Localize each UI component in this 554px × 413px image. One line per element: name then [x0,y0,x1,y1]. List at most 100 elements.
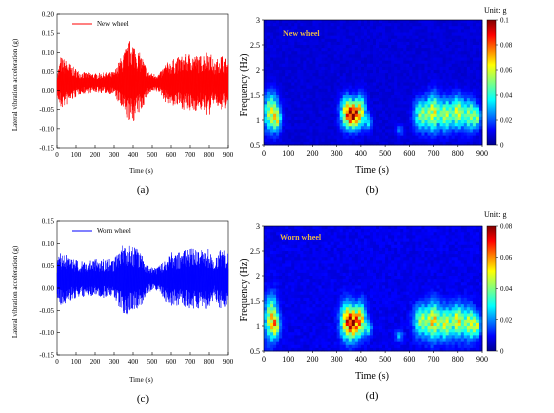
heatmap-cell [412,54,416,58]
heatmap-cell [354,232,359,236]
heatmap-cell [357,88,362,93]
heatmap-cell [366,57,371,62]
heatmap-cell [391,263,395,268]
heatmap-cell [400,135,404,140]
heatmap-cell [336,48,341,52]
heatmap-cell [327,32,332,37]
heatmap-cell [267,291,271,296]
heatmap-cell [412,107,416,112]
heatmap-cell [303,322,307,327]
heatmap-cell [288,329,292,333]
heatmap-cell [333,319,338,324]
heatmap-cell [403,344,407,349]
heatmap-cell [264,322,268,327]
heatmap-cell [373,129,377,133]
heatmap-cell [336,332,341,336]
heatmap-cell [394,98,398,102]
heatmap-cell [415,48,419,52]
heatmap-cell [472,101,477,105]
heatmap-cell [303,307,307,311]
heatmap-cell [276,76,280,80]
heatmap-cell [475,88,480,93]
heatmap-cell [291,322,295,327]
heatmap-cell [297,85,301,90]
heatmap-cell [348,88,353,93]
heatmap-cell [433,48,437,52]
heatmap-cell [409,98,413,102]
heatmap-cell [385,110,389,115]
heatmap-cell [315,23,319,27]
heatmap-cell [427,113,431,118]
heatmap-cell [306,38,310,43]
heatmap-cell [276,38,280,43]
heatmap-cell [348,57,353,62]
heatmap-cell [327,123,332,127]
heatmap-cell [264,257,268,261]
heatmap-cell [279,247,283,252]
heatmap-cell [403,232,407,236]
heatmap-cell [321,113,325,118]
heatmap-cell [357,310,362,314]
heatmap-cell [363,70,368,74]
heatmap-cell [421,120,425,124]
heatmap-cell [409,266,413,271]
heatmap-cell [385,238,389,243]
heatmap-cell [403,101,407,105]
heatmap-cell [327,82,332,87]
heatmap-cell [291,254,295,258]
heatmap-cell [369,322,374,327]
heatmap-cell [288,244,292,249]
heatmap-cell [345,35,350,40]
heatmap-cell [351,322,356,327]
heatmap-cell [315,269,319,274]
heatmap-cell [388,301,392,305]
heatmap-cell [288,91,292,96]
heatmap-cell [472,29,477,33]
heatmap-cell [436,51,441,55]
heatmap-cell [415,98,419,102]
heatmap-cell [394,85,398,90]
heatmap-cell [357,135,362,140]
heatmap-cell [469,66,474,71]
heatmap-cell [345,54,350,58]
heatmap-cell [388,251,392,255]
heatmap-cell [472,57,477,62]
heatmap-cell [279,88,283,93]
heatmap-cell [406,304,410,308]
heatmap-cell [315,29,319,33]
heatmap-cell [382,60,386,65]
heatmap-cell [324,307,328,311]
heatmap-cell [385,297,389,302]
heatmap-cell [376,41,380,46]
heatmap-cell [354,226,359,230]
heatmap-cell [388,288,392,293]
heatmap-cell [288,241,292,246]
heatmap-cell [376,63,380,68]
heatmap-cell [279,260,283,264]
heatmap-cell [309,266,313,271]
heatmap-cell [345,238,350,243]
heatmap-cell [342,107,347,112]
heatmap-cell [366,297,371,302]
heatmap-cell [342,51,347,55]
heatmap-cell [348,66,353,71]
heatmap-cell [376,244,380,249]
heatmap-cell [412,29,416,33]
heatmap-cell [376,332,380,336]
heatmap-cell [439,107,444,112]
heatmap-cell [382,232,386,236]
heatmap-cell [315,338,319,343]
heatmap-cell [424,66,428,71]
heatmap-cell [406,257,410,261]
heatmap-cell [409,73,413,77]
chart-a-panel-label: (a) [137,184,150,196]
heatmap-cell [348,229,353,233]
heatmap-cell [291,73,295,77]
heatmap-cell [363,32,368,37]
heatmap-cell [285,60,289,65]
heatmap-cell [400,341,404,346]
heatmap-cell [264,326,268,330]
heatmap-cell [421,63,425,68]
heatmap-cell [273,32,277,37]
heatmap-cell [312,126,316,130]
